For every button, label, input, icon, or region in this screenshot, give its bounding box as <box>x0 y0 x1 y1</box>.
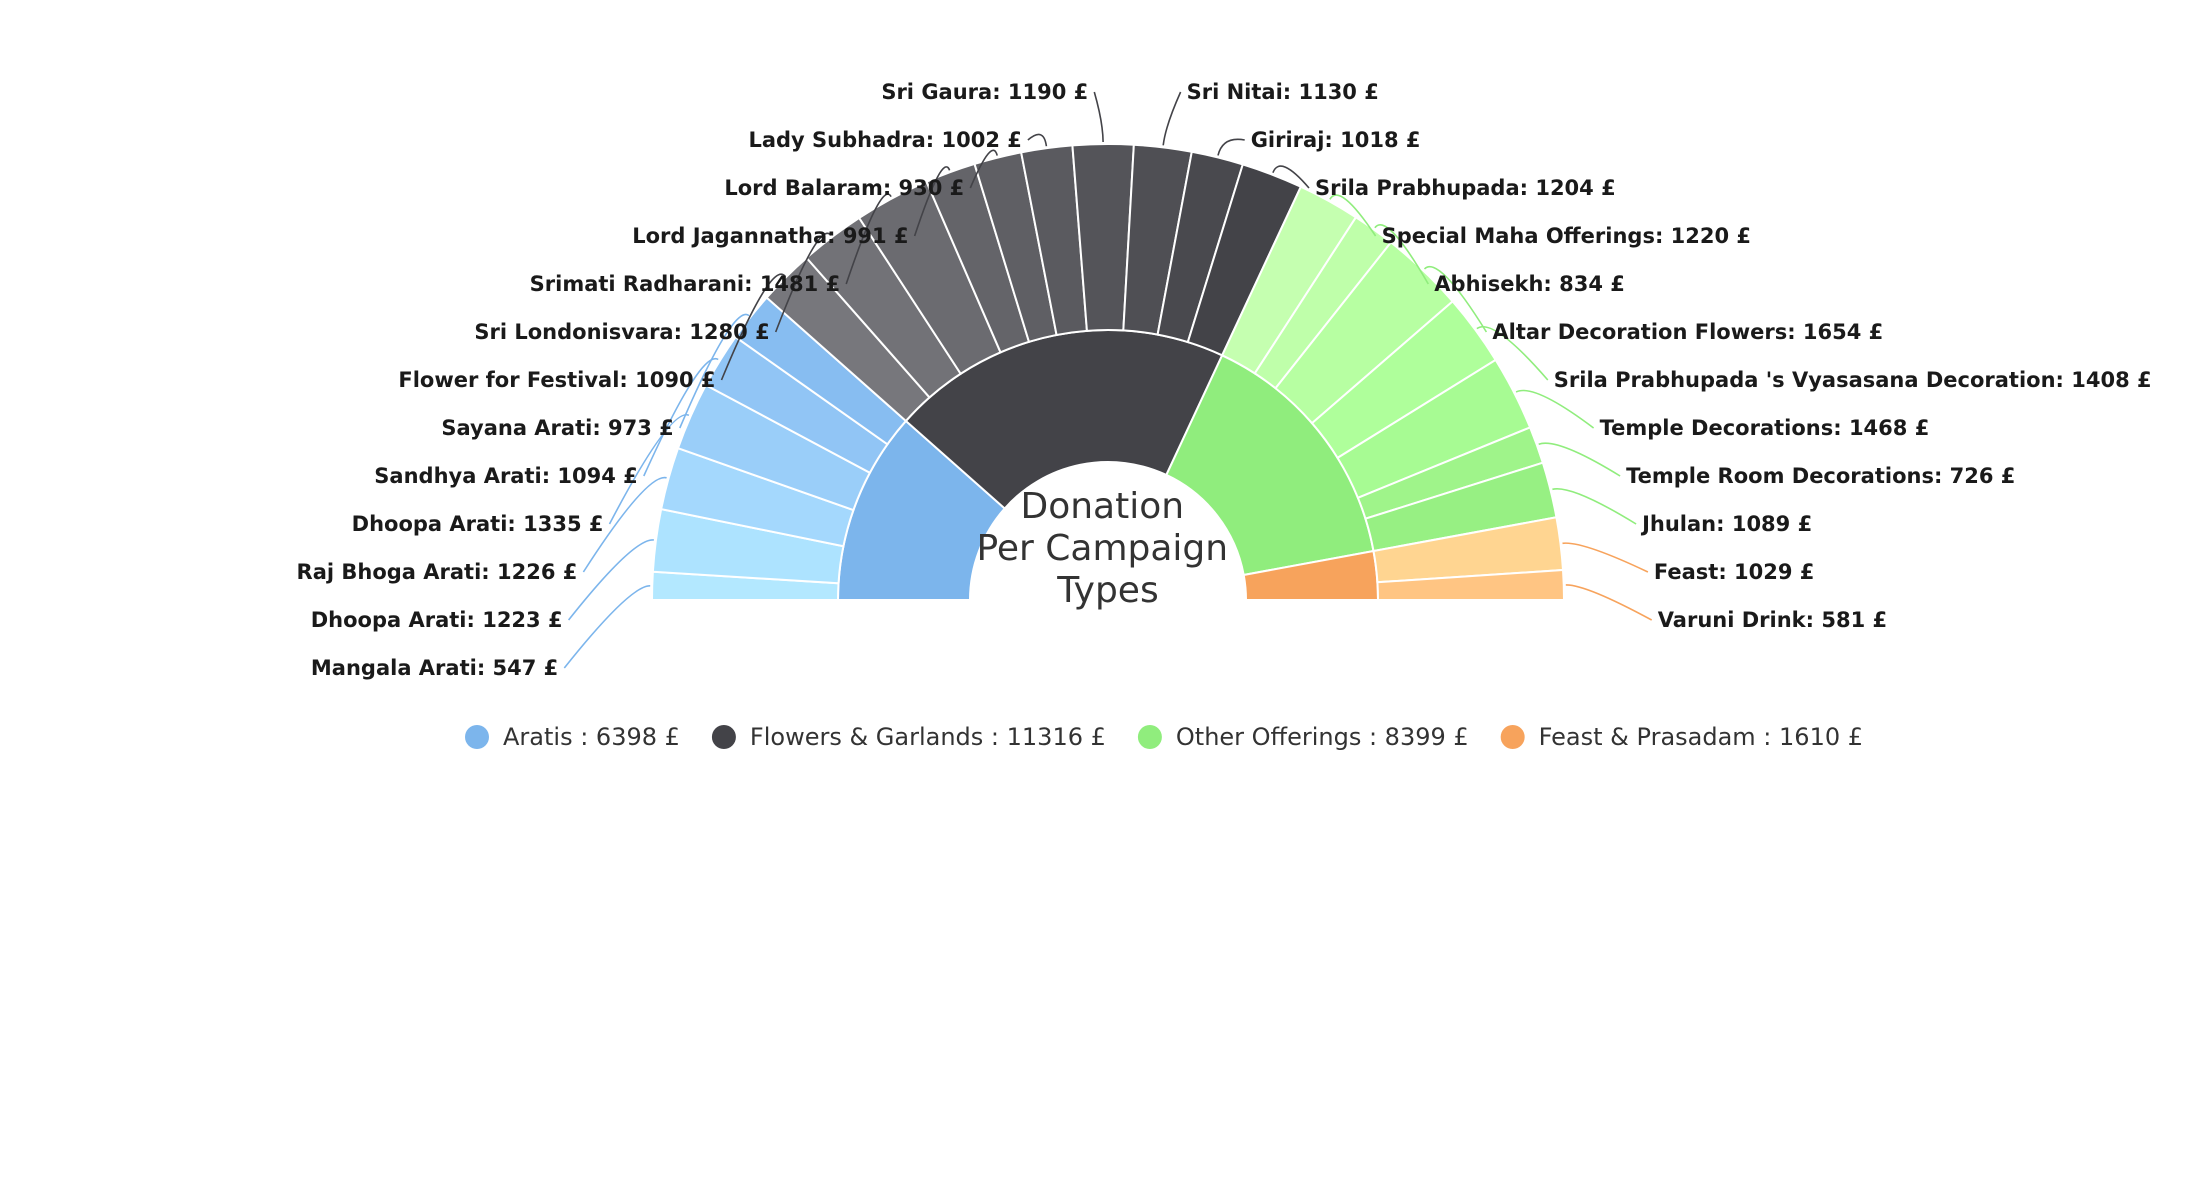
data-label-jhulan: Jhulan: 1089 £ <box>1640 512 1812 536</box>
data-label-sri-londonisvara: Sri Londonisvara: 1280 £ <box>474 320 769 344</box>
data-label-srila-prabhupada-s-vyasasana-decoration: Srila Prabhupada 's Vyasasana Decoration… <box>1554 368 2152 392</box>
legend-label: Flowers & Garlands : 11316 £ <box>750 723 1106 751</box>
connector-raj-bhoga-arati <box>582 476 667 573</box>
legend-item-aratis[interactable]: Aratis : 6398 £ <box>465 723 680 751</box>
connector-sri-gaura <box>1093 91 1104 143</box>
data-label-sri-nitai: Sri Nitai: 1130 £ <box>1187 80 1379 104</box>
connector-feast <box>1562 542 1649 573</box>
connector-temple-decorations <box>1515 389 1595 429</box>
legend-item-other-offerings[interactable]: Other Offerings : 8399 £ <box>1137 723 1469 751</box>
data-label-dhoopa-arati: Dhoopa Arati: 1335 £ <box>352 512 604 536</box>
legend-marker <box>465 725 489 749</box>
connector-sayana-arati <box>679 313 750 429</box>
connector-jhulan <box>1552 487 1637 525</box>
data-label-raj-bhoga-arati: Raj Bhoga Arati: 1226 £ <box>297 560 578 584</box>
data-label-temple-decorations: Temple Decorations: 1468 £ <box>1600 416 1930 440</box>
data-label-altar-decoration-flowers: Altar Decoration Flowers: 1654 £ <box>1492 320 1883 344</box>
data-label-lady-subhadra: Lady Subhadra: 1002 £ <box>748 128 1021 152</box>
data-label-sandhya-arati: Sandhya Arati: 1094 £ <box>374 464 638 488</box>
data-label-varuni-drink: Varuni Drink: 581 £ <box>1658 608 1887 632</box>
connector-varuni-drink <box>1565 584 1653 621</box>
connector-dhoopa-arati <box>608 414 690 525</box>
connector-srimati-radharani <box>845 193 892 285</box>
connector-temple-room-decorations <box>1538 442 1621 477</box>
outer-ring <box>650 143 1566 601</box>
legend-marker <box>1500 725 1525 749</box>
connector-special-maha-offerings <box>1329 194 1377 237</box>
legend-marker <box>711 725 736 749</box>
legend-label: Other Offerings : 8399 £ <box>1176 723 1469 751</box>
label-connectors <box>563 91 1653 669</box>
center-title-line-2: Per Campaign <box>976 528 1228 569</box>
connector-mangala-arati <box>563 584 651 669</box>
data-labels: Sri Gaura: 1190 £ Lady Subhadra: 1002 £ Lo… <box>297 80 2152 680</box>
data-label-mangala-arati: Mangala Arati: 547 £ <box>311 656 558 680</box>
data-label-lord-balaram: Lord Balaram: 930 £ <box>724 176 964 200</box>
legend-label: Aratis : 6398 £ <box>503 723 680 751</box>
connector-flower-for-festival <box>720 273 786 381</box>
inner-ring <box>836 329 1380 601</box>
connector-sandhya-arati <box>643 357 719 477</box>
data-label-flower-for-festival: Flower for Festival: 1090 £ <box>398 368 715 392</box>
data-label-feast: Feast: 1029 £ <box>1654 560 1815 584</box>
connector-altar-decoration-flowers <box>1423 265 1488 333</box>
chart-center-title: Donation Per Campaign Types <box>976 486 1239 611</box>
connector-srila-prabhupada-s-vyasasana-decoration <box>1476 326 1549 381</box>
connector-srila-prabhupada <box>1272 165 1310 189</box>
data-label-srimati-radharani: Srimati Radharani: 1481 £ <box>530 272 841 296</box>
connector-dhoopa-arati <box>567 539 655 621</box>
outer-slice-varuni-drink[interactable] <box>1376 568 1566 601</box>
legend-label: Feast & Prasadam : 1610 £ <box>1539 723 1863 751</box>
connector-lord-balaram <box>969 149 998 189</box>
data-label-sri-gaura: Sri Gaura: 1190 £ <box>881 80 1088 104</box>
data-label-abhisekh: Abhisekh: 834 £ <box>1434 272 1625 296</box>
data-label-dhoopa-arati: Dhoopa Arati: 1223 £ <box>311 608 563 632</box>
data-label-giriraj: Giriraj: 1018 £ <box>1251 128 1421 152</box>
data-label-special-maha-offerings: Special Maha Offerings: 1220 £ <box>1382 224 1751 248</box>
connector-sri-nitai <box>1162 91 1182 146</box>
center-title-line-1: Donation <box>1020 486 1184 527</box>
connector-lady-subhadra <box>1027 133 1048 147</box>
connector-abhisekh <box>1374 224 1429 285</box>
data-label-temple-room-decorations: Temple Room Decorations: 726 £ <box>1626 464 2015 488</box>
legend-item-feast-prasadam[interactable]: Feast & Prasadam : 1610 £ <box>1500 723 1863 751</box>
connector-lord-jagannatha <box>913 166 951 237</box>
data-label-lord-jagannatha: Lord Jagannatha: 991 £ <box>632 224 908 248</box>
legend-item-flowers-garlands[interactable]: Flowers & Garlands : 11316 £ <box>711 723 1106 751</box>
connector-giriraj <box>1217 138 1245 156</box>
connector-sri-londonisvara <box>774 232 832 333</box>
legend-marker <box>1137 725 1162 749</box>
data-label-srila-prabhupada: Srila Prabhupada: 1204 £ <box>1315 176 1616 200</box>
legend: Aratis : 6398 £ Flowers & Garlands : 1131… <box>465 723 1863 751</box>
center-title-line-3: Types <box>1056 570 1158 611</box>
data-label-sayana-arati: Sayana Arati: 973 £ <box>441 416 673 440</box>
